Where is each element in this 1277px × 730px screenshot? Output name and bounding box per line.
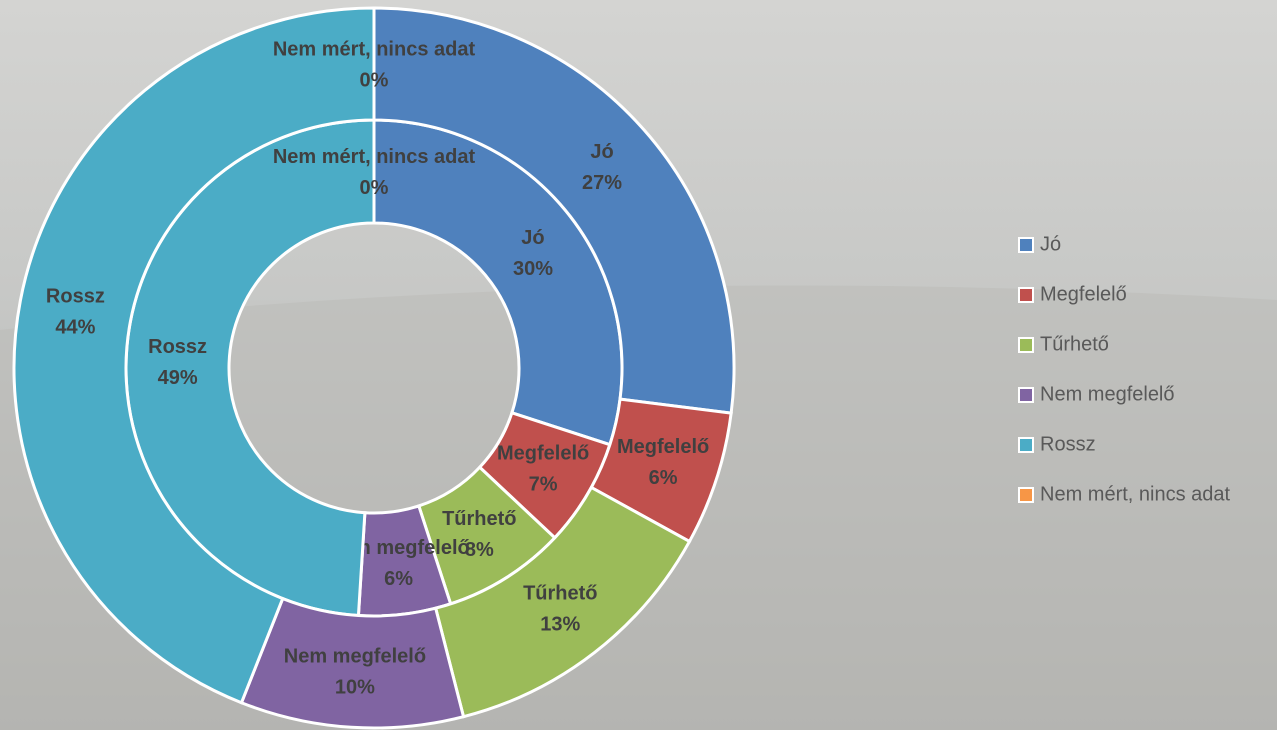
- segment-value-label: 30%: [513, 258, 553, 280]
- segment-value-label: 6%: [649, 467, 678, 489]
- segment-category-label: Tűrhető: [523, 582, 597, 604]
- legend-swatch: [1018, 387, 1034, 403]
- legend-swatch: [1018, 287, 1034, 303]
- legend-swatch: [1018, 337, 1034, 353]
- segment-value-label: 0%: [360, 177, 389, 199]
- segment-category-label: Rossz: [46, 285, 105, 307]
- segment-category-label: Megfelelő: [617, 436, 709, 458]
- legend-swatch: [1018, 487, 1034, 503]
- legend-swatch: [1018, 237, 1034, 253]
- legend-swatch: [1018, 437, 1034, 453]
- legend-label: Megfelelő: [1040, 283, 1127, 305]
- legend-label: Tűrhető: [1040, 333, 1109, 355]
- segment-value-label: 10%: [335, 677, 375, 699]
- segment-value-label: 8%: [465, 539, 494, 561]
- segment-category-label: Jó: [521, 227, 544, 249]
- segment-category-label: Nem mért, nincs adat: [273, 38, 476, 60]
- segment-value-label: 44%: [55, 316, 95, 338]
- legend-label: Nem mért, nincs adat: [1040, 483, 1231, 505]
- segment-value-label: 6%: [384, 568, 413, 590]
- segment-value-label: 49%: [158, 367, 198, 389]
- segment-value-label: 7%: [529, 473, 558, 495]
- segment-category-label: Jó: [590, 141, 613, 163]
- segment-category-label: Tűrhető: [442, 508, 516, 530]
- segment-category-label: Megfelelő: [497, 442, 589, 464]
- legend: Jó Megfelelő Tűrhető Nem megfelelő Rossz Nem …: [1018, 233, 1231, 505]
- legend-label: Nem megfelelő: [1040, 383, 1175, 405]
- segment-value-label: 0%: [360, 69, 389, 91]
- segment-value-label: 13%: [540, 613, 580, 635]
- segment: [12, 6, 376, 705]
- segment-value-label: 27%: [582, 172, 622, 194]
- segment-category-label: Rossz: [148, 336, 207, 358]
- segment: [372, 6, 736, 415]
- plot-area: Jó 30% Megfelelő 7% Tűrhető 8% Nem megfelelő 6%…: [12, 6, 736, 730]
- legend-label: Jó: [1040, 233, 1061, 255]
- segment-category-label: Nem megfelelő: [284, 646, 426, 668]
- segment-category-label: Nem mért, nincs adat: [273, 146, 476, 168]
- legend-label: Rossz: [1040, 433, 1096, 455]
